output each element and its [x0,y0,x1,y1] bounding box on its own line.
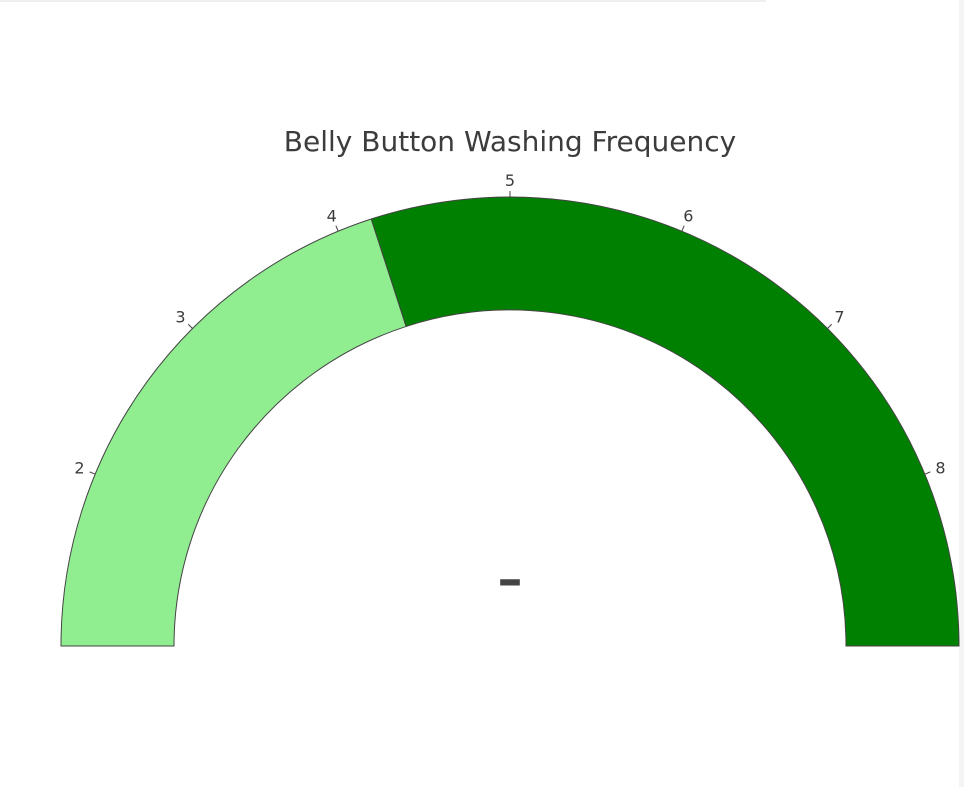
gauge-tick-mark [187,323,193,329]
gauge-band-1 [60,218,407,647]
gauge-tick-label: 6 [683,206,693,225]
gauge-band-2 [370,196,960,647]
gauge-tick-label: 4 [327,206,337,225]
gauge-value: – [498,550,523,608]
gauge-tick-label: 8 [935,459,945,478]
gauge-tick-label: 7 [834,307,844,326]
gauge-tick-label: 3 [175,307,185,326]
gauge-tick-mark [924,471,931,475]
chart-title: Belly Button Washing Frequency [284,125,736,158]
gauge-tick-mark [681,225,685,232]
gauge-tick-label: 2 [74,459,84,478]
gauge-tick-mark [89,471,96,475]
top-rule [0,0,766,2]
gauge-ticks: 2 3 4 5 6 7 8 [74,171,945,478]
gauge-tick-mark [827,323,833,329]
gauge-bands [60,196,960,647]
gauge-tick-mark [335,225,339,232]
scrollbar-track [959,0,964,787]
gauge-tick-label: 5 [505,171,515,190]
